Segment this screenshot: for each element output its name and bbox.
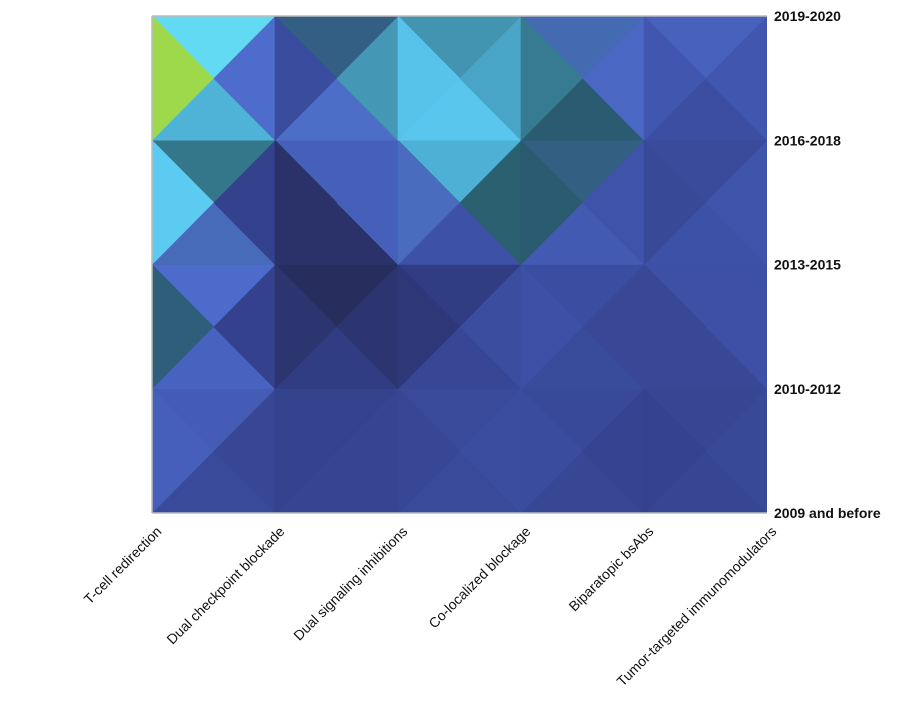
contour-cell-segment — [520, 388, 583, 513]
contour-cell-segment — [397, 388, 460, 513]
y-tick-label: 2016-2018 — [774, 132, 841, 148]
contour-cell-segment — [152, 139, 214, 265]
y-tick-label: 2019-2020 — [774, 8, 841, 24]
contour-cell-segment — [397, 263, 460, 390]
contour-cell-segment — [274, 16, 337, 141]
contour-cell-segment — [274, 388, 337, 513]
plot-area — [152, 16, 767, 513]
contour-cell-segment — [274, 139, 337, 266]
contour-cell-segment — [643, 139, 706, 266]
contour-cell-segment — [152, 16, 214, 141]
contour-cell-segment — [520, 16, 583, 141]
y-tick-label: 2009 and before — [774, 505, 881, 521]
y-tick-label: 2013-2015 — [774, 257, 841, 273]
contour-cell-segment — [397, 139, 460, 266]
axes — [151, 15, 767, 514]
contour-cell-segment — [643, 263, 706, 390]
contour-cell-segment — [152, 264, 214, 390]
y-tick-labels: 2009 and before 2010-2012 2013-2015 2016-20… — [774, 8, 881, 521]
contour-cell-segment — [520, 139, 583, 266]
y-tick-label: 2010-2012 — [774, 381, 841, 397]
contour-cell-segment — [643, 16, 706, 141]
contour-cell-segment — [397, 16, 460, 141]
contour-cell-segment — [274, 263, 337, 390]
contour-cell-segment — [152, 388, 214, 513]
contour-cell-segment — [520, 263, 583, 390]
contour-cell-segment — [643, 388, 706, 513]
